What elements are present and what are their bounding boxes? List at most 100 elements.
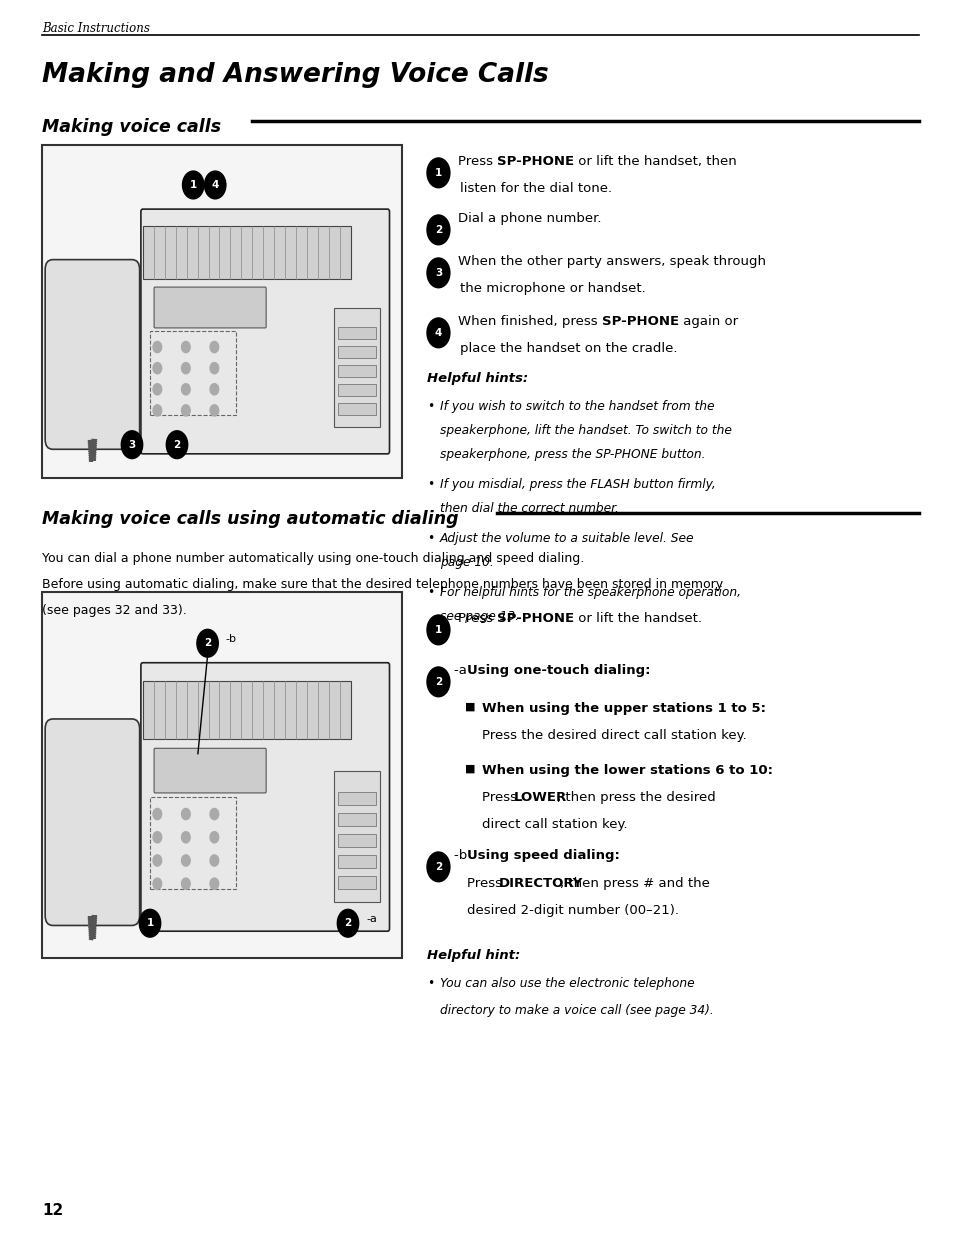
Text: place the handset on the cradle.: place the handset on the cradle. [459, 342, 677, 355]
Circle shape [210, 383, 218, 394]
Text: SP-PHONE: SP-PHONE [497, 613, 574, 625]
FancyBboxPatch shape [141, 210, 389, 454]
Text: -b: -b [454, 849, 471, 862]
Circle shape [210, 808, 218, 820]
Text: Helpful hint:: Helpful hint: [427, 949, 519, 962]
Text: When finished, press: When finished, press [457, 315, 601, 329]
Text: •: • [427, 977, 434, 990]
Text: desired 2-digit number (00–21).: desired 2-digit number (00–21). [467, 904, 679, 918]
Circle shape [181, 383, 190, 394]
Text: Adjust the volume to a suitable level. See: Adjust the volume to a suitable level. S… [439, 532, 694, 546]
Text: Basic Instructions: Basic Instructions [42, 22, 150, 35]
Circle shape [152, 404, 161, 415]
Circle shape [427, 258, 450, 288]
Bar [334, 770, 380, 903]
Circle shape [152, 341, 161, 352]
Circle shape [210, 341, 218, 352]
Bar [338, 403, 375, 415]
Text: see page 13.: see page 13. [439, 610, 518, 622]
Text: Press: Press [457, 155, 497, 167]
FancyBboxPatch shape [45, 719, 139, 925]
Circle shape [210, 878, 218, 889]
Bar [338, 875, 375, 889]
Circle shape [427, 215, 450, 244]
Text: , then press # and the: , then press # and the [560, 877, 710, 890]
FancyBboxPatch shape [45, 259, 139, 449]
Circle shape [181, 404, 190, 415]
Circle shape [166, 430, 188, 459]
Bar [143, 226, 351, 279]
Text: 2: 2 [204, 639, 211, 649]
Text: Press the desired direct call station key.: Press the desired direct call station ke… [481, 729, 746, 742]
Text: Using speed dialing:: Using speed dialing: [467, 849, 619, 862]
Circle shape [152, 832, 161, 843]
Circle shape [181, 341, 190, 352]
Circle shape [210, 854, 218, 866]
Circle shape [152, 808, 161, 820]
Circle shape [181, 808, 190, 820]
Text: speakerphone, lift the handset. To switch to the: speakerphone, lift the handset. To switc… [439, 424, 731, 436]
Text: Making voice calls: Making voice calls [42, 118, 221, 136]
Circle shape [181, 362, 190, 373]
Text: 2: 2 [435, 862, 441, 872]
Text: -b: -b [225, 634, 236, 645]
Text: 2: 2 [435, 677, 441, 687]
Text: LOWER: LOWER [514, 791, 567, 804]
Circle shape [152, 362, 161, 373]
Text: 3: 3 [435, 268, 441, 278]
Text: -a: -a [454, 663, 471, 677]
Text: 1: 1 [190, 180, 196, 190]
Text: Dial a phone number.: Dial a phone number. [457, 212, 600, 224]
Bar [338, 346, 375, 358]
Bar [338, 854, 375, 868]
Bar [338, 833, 375, 847]
Text: 2: 2 [173, 440, 180, 450]
Circle shape [121, 430, 143, 459]
Text: Before using automatic dialing, make sure that the desired telephone numbers hav: Before using automatic dialing, make sur… [42, 578, 722, 591]
Text: Making and Answering Voice Calls: Making and Answering Voice Calls [42, 62, 548, 88]
Bar [338, 384, 375, 397]
Circle shape [210, 404, 218, 415]
Text: , then press the desired: , then press the desired [557, 791, 715, 804]
Circle shape [427, 317, 450, 347]
Bar [143, 681, 351, 739]
Text: again or: again or [679, 315, 738, 329]
FancyBboxPatch shape [141, 662, 389, 931]
Text: ■: ■ [464, 764, 475, 774]
Text: 2: 2 [435, 224, 441, 234]
Circle shape [152, 854, 161, 866]
Circle shape [139, 909, 160, 937]
Text: directory to make a voice call (see page 34).: directory to make a voice call (see page… [439, 1004, 713, 1017]
Text: •: • [427, 401, 434, 413]
Text: listen for the dial tone.: listen for the dial tone. [459, 182, 612, 195]
Text: If you wish to switch to the handset from the: If you wish to switch to the handset fro… [439, 401, 714, 413]
Text: page 10.: page 10. [439, 556, 494, 569]
Text: 4: 4 [212, 180, 218, 190]
Bar [334, 308, 380, 428]
Circle shape [427, 852, 450, 882]
Circle shape [182, 171, 204, 198]
Text: then dial the correct number.: then dial the correct number. [439, 502, 618, 515]
Circle shape [337, 909, 358, 937]
Text: Press: Press [481, 791, 520, 804]
Circle shape [427, 157, 450, 187]
Bar [338, 791, 375, 805]
Text: (see pages 32 and 33).: (see pages 32 and 33). [42, 604, 187, 618]
Text: 1: 1 [435, 167, 441, 177]
Text: 1: 1 [146, 919, 153, 929]
Text: When using the upper stations 1 to 5:: When using the upper stations 1 to 5: [481, 702, 765, 715]
Text: speakerphone, press the SP-PHONE button.: speakerphone, press the SP-PHONE button. [439, 448, 705, 461]
Circle shape [210, 362, 218, 373]
Text: -a: -a [366, 914, 376, 924]
Circle shape [210, 832, 218, 843]
FancyBboxPatch shape [154, 748, 266, 792]
Bar [150, 331, 235, 415]
Text: For helpful hints for the speakerphone operation,: For helpful hints for the speakerphone o… [439, 587, 740, 599]
Text: Press: Press [467, 877, 506, 890]
Text: DIRECTORY: DIRECTORY [498, 877, 582, 890]
Text: SP-PHONE: SP-PHONE [497, 155, 574, 167]
Circle shape [427, 615, 450, 645]
Text: 4: 4 [435, 327, 441, 337]
Circle shape [181, 878, 190, 889]
Text: •: • [427, 532, 434, 546]
